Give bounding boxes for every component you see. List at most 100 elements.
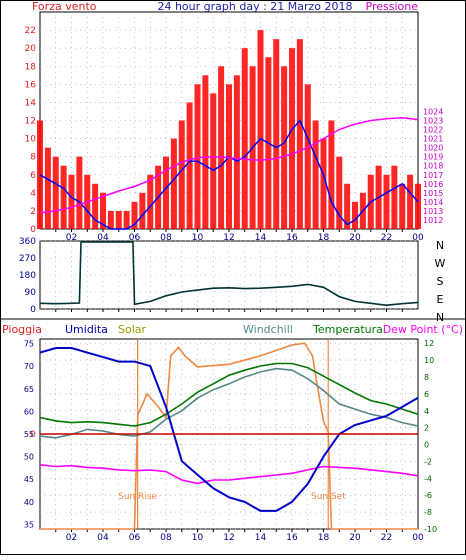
pressure-y-tick-label: 1013 [423, 207, 443, 216]
x-tick-label: 08 [160, 533, 172, 543]
temperature-line [39, 362, 419, 427]
wind-gust-bar [178, 120, 185, 229]
wind-y-tick-label: 14 [25, 98, 37, 108]
pressure-y-tick-label: 1018 [423, 162, 443, 171]
pressure-y-tick-label: 1017 [423, 171, 443, 180]
wind-gust-bar [52, 156, 59, 229]
wind-speed-line [39, 119, 419, 230]
wind-gust-bar [115, 210, 122, 229]
pressure-y-tick-label: 1015 [423, 189, 443, 198]
pressure-y-tick-label: 1020 [423, 144, 443, 153]
direction-y-tick-label: 360 [19, 237, 36, 247]
wind-gust-bar [131, 201, 138, 229]
wind-gust-bar [147, 174, 154, 229]
wind-y-tick-label: 12 [25, 117, 36, 127]
x-tick-label: 22 [381, 233, 392, 243]
wind-gust-bar [241, 48, 248, 229]
humidity-y-tick-label: 45 [24, 475, 34, 484]
humidity-y-tick-label: 60 [24, 407, 34, 416]
compass-label: N [436, 311, 444, 324]
wind-axis-label: Forza vento [32, 0, 97, 13]
wind-gust-bar [399, 183, 406, 229]
humidity-y-tick-label: 35 [24, 520, 34, 529]
wind-gust-bar [352, 201, 358, 229]
wind-y-tick-label: 18 [25, 62, 37, 72]
x-tick-label: 16 [286, 533, 298, 543]
humidity-y-tick-label: 55 [24, 430, 34, 439]
wind-gust-bar [328, 120, 335, 229]
x-tick-label: 02 [66, 233, 77, 243]
wind-y-tick-label: 4 [30, 189, 36, 199]
wind-gust-bar [296, 39, 303, 229]
wind-gust-bar [218, 66, 225, 229]
wind-y-tick-label: 0 [30, 225, 36, 235]
pressure-y-tick-label: 1022 [423, 126, 443, 135]
wind-gust-bar [312, 120, 319, 229]
temperature-y-tick-label: 10 [424, 356, 434, 365]
wind-gust-bar [407, 174, 414, 229]
legend-temperatura: Temperatura [312, 323, 383, 336]
legend-windchill: Windchill [243, 323, 293, 336]
chart-title: 24 hour graph day : 21 Marzo 2018 [157, 0, 352, 13]
x-tick-label: 16 [286, 233, 298, 243]
wind-gust-bar [320, 138, 327, 229]
x-tick-label: 12 [223, 533, 234, 543]
x-tick-label: 06 [129, 533, 141, 543]
solar-line [40, 342, 418, 530]
compass-label: S [437, 275, 444, 288]
pressure-y-tick-label: 1014 [423, 198, 443, 207]
temperature-y-tick-label: 4 [424, 407, 429, 416]
wind-y-tick-label: 10 [25, 135, 37, 145]
wind-y-tick-label: 22 [25, 26, 36, 36]
temperature-y-tick-label: 8 [424, 373, 429, 382]
wind-gust-bar [210, 93, 217, 229]
wind-y-tick-label: 6 [30, 171, 36, 181]
temperature-y-tick-label: 0 [424, 441, 429, 450]
x-tick-label: 18 [318, 233, 330, 243]
wind-direction-line [39, 241, 419, 307]
legend-dew-point: Dew Point (°C) [383, 323, 463, 336]
legend-solar: Solar [118, 323, 147, 336]
wind-gust-bar [281, 66, 288, 229]
wind-gust-bar [391, 165, 398, 229]
wind-gust-bar [186, 102, 193, 229]
x-tick-label: 10 [192, 533, 204, 543]
humidity-line [39, 347, 419, 512]
x-tick-label: 06 [129, 233, 141, 243]
x-tick-label: 20 [349, 533, 361, 543]
x-tick-label: 00 [412, 233, 424, 243]
wind-gust-bar [44, 147, 51, 229]
wind-gust-bar [139, 192, 146, 229]
wind-gust-bar [76, 156, 83, 229]
humidity-y-tick-label: 70 [24, 362, 34, 371]
pressure-y-tick-label: 1024 [423, 107, 443, 116]
dew-point-line [39, 464, 419, 485]
x-tick-label: 22 [381, 533, 392, 543]
wind-gust-bar [304, 84, 311, 229]
wind-gust-bar [415, 183, 421, 229]
wind-gust-bar [68, 174, 75, 229]
x-tick-label: 00 [412, 533, 424, 543]
x-tick-label: 10 [192, 233, 204, 243]
pressure-line [39, 117, 419, 214]
legend-umidita: Umidita [65, 323, 108, 336]
wind-gust-bar [37, 120, 43, 229]
temperature-y-tick-label: 12 [424, 339, 434, 348]
wind-gust-bar [170, 138, 177, 229]
wind-y-tick-label: 8 [30, 153, 36, 163]
x-tick-label: 14 [255, 233, 267, 243]
pressure-y-tick-label: 1016 [423, 180, 443, 189]
x-tick-label: 08 [160, 233, 172, 243]
rain-zero-label: 0 [30, 430, 36, 440]
wind-y-tick-label: 20 [25, 44, 37, 54]
pressure-y-tick-label: 1012 [423, 216, 443, 225]
pressure-y-tick-label: 1019 [423, 153, 443, 162]
wind-y-tick-label: 16 [25, 80, 37, 90]
x-tick-label: 14 [255, 533, 267, 543]
temperature-y-tick-label: -4 [424, 474, 432, 483]
wind-gust-bar [92, 183, 99, 229]
wind-gust-bar [202, 75, 209, 230]
direction-y-tick-label: 270 [19, 254, 36, 264]
pressure-axis-label: Pressione [366, 0, 419, 13]
